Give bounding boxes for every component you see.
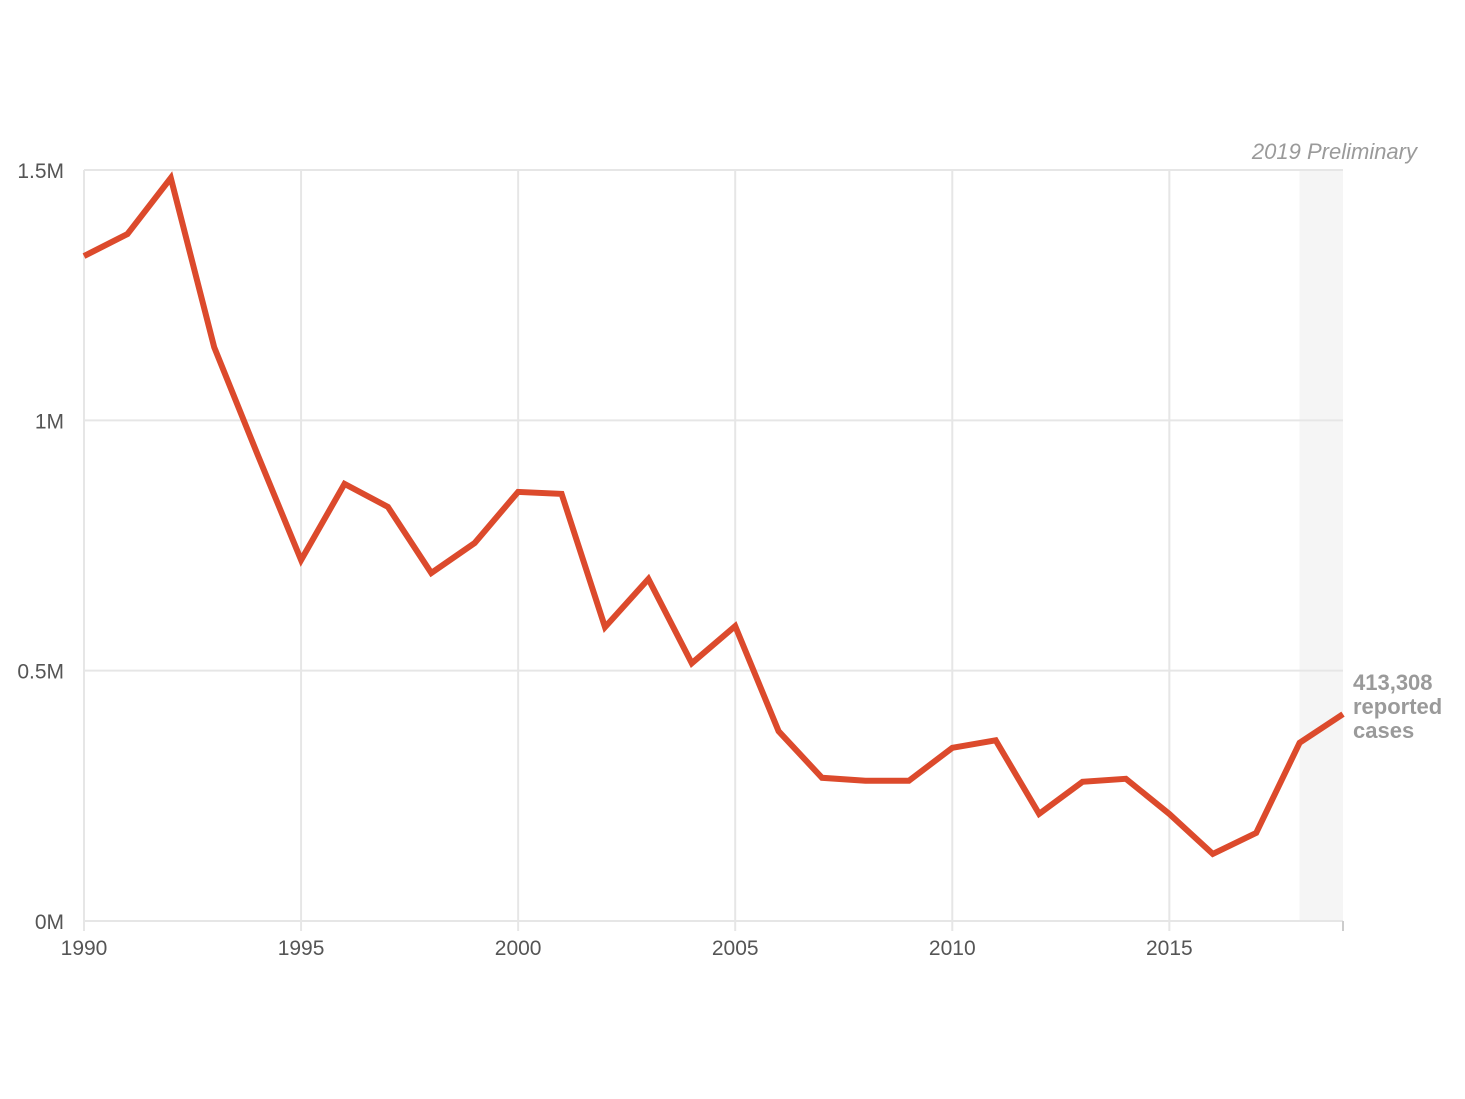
preliminary-label: 2019 Preliminary [1251,139,1419,164]
gridlines [83,169,1344,931]
end-value-label-line2: reported [1353,694,1442,719]
y-tick-label: 1M [35,410,64,433]
y-tick-label: 1.5M [17,160,64,183]
x-tick-label: 1990 [61,937,108,960]
preliminary-shaded-region [1299,170,1343,921]
end-value-label-line3: cases [1353,718,1414,743]
end-value-label: 413,308 [1353,670,1433,695]
x-tick-label: 2015 [1146,937,1193,960]
x-tick-label: 2000 [495,937,542,960]
x-tick-label: 2010 [929,937,976,960]
y-tick-label: 0M [35,911,64,934]
y-axis-tick-labels: 0M 0.5M 1M 1.5M [17,160,64,934]
y-tick-label: 0.5M [17,661,64,684]
x-tick-label: 2005 [712,937,759,960]
data-line [82,171,1345,858]
x-tick-label: 1995 [278,937,325,960]
x-axis-tick-labels: 1990 1995 2000 2005 2010 2015 [61,937,1193,960]
